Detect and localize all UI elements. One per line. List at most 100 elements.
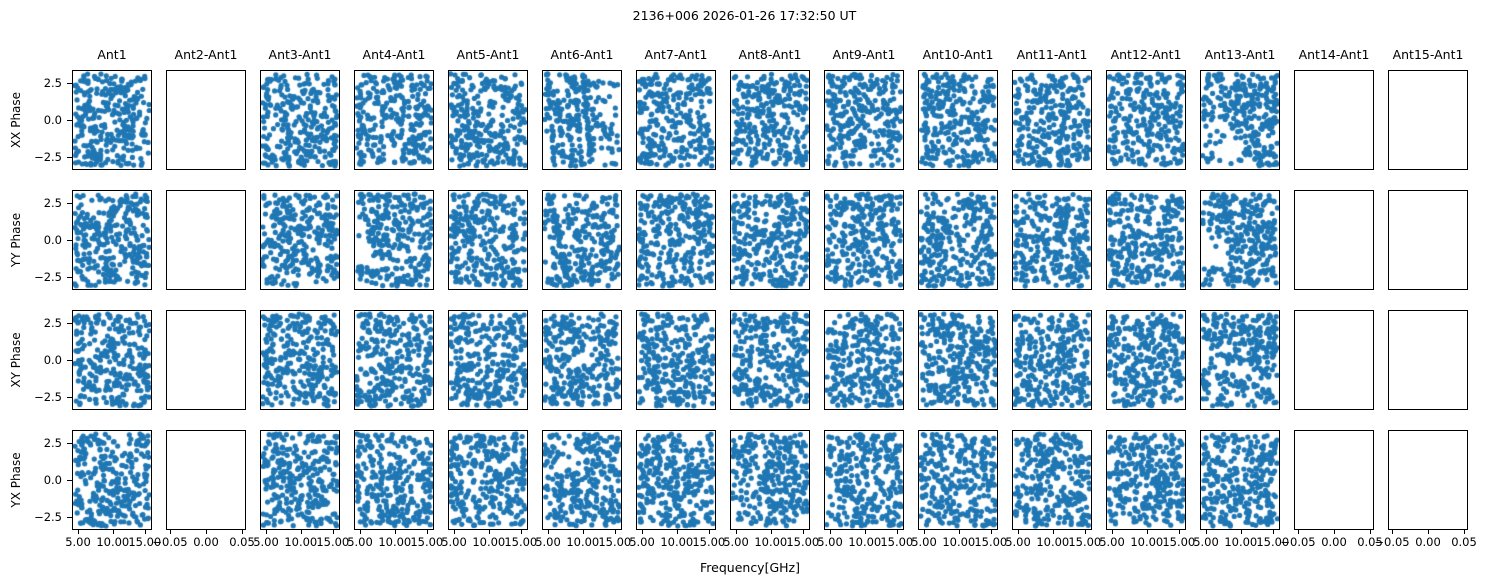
x-tick-label-ant12-ant1-2: 15.00	[1162, 535, 1196, 549]
x-tick-mark	[1178, 530, 1180, 534]
x-tick-mark	[112, 530, 114, 534]
x-tick-mark	[802, 530, 804, 534]
subplot-xy-phase-ant3-ant1	[260, 310, 340, 410]
scatter-canvas-xy-phase-ant9-ant1	[825, 311, 903, 409]
subplot-yx-phase-ant5-ant1	[448, 430, 528, 530]
column-header-ant4-ant1: Ant4-Ant1	[362, 47, 426, 62]
scatter-canvas-yx-phase-ant5-ant1	[449, 431, 527, 529]
x-tick-label-ant6-ant1-2: 15.00	[598, 535, 632, 549]
column-header-ant14-ant1: Ant14-Ant1	[1298, 47, 1370, 62]
y-tick-mark	[67, 323, 72, 324]
x-tick-mark	[896, 530, 898, 534]
y-tick-mark	[67, 203, 72, 204]
column-header-ant10-ant1: Ant10-Ant1	[922, 47, 994, 62]
y-tick-label-yx-phase-2: −2.5	[34, 510, 62, 524]
scatter-canvas-xy-phase-ant13-ant1	[1201, 311, 1279, 409]
scatter-canvas-xy-phase-ant10-ant1	[919, 311, 997, 409]
x-tick-label-ant4-ant1-1: 10.00	[378, 535, 412, 549]
x-tick-mark	[1334, 530, 1335, 534]
x-tick-mark	[1464, 530, 1465, 534]
x-tick-label-ant15-ant1-0: −0.05	[1374, 535, 1410, 549]
scatter-canvas-xy-phase-ant4-ant1	[355, 311, 433, 409]
scatter-canvas-yx-phase-ant8-ant1	[731, 431, 809, 529]
x-tick-label-ant8-ant1-0: 5.00	[723, 535, 749, 549]
scatter-canvas-yy-phase-ant13-ant1	[1201, 191, 1279, 289]
x-tick-label-ant7-ant1-1: 10.00	[660, 535, 694, 549]
x-tick-mark	[676, 530, 678, 534]
scatter-canvas-xx-phase-ant7-ant1	[637, 71, 715, 169]
subplot-xx-phase-ant4-ant1	[354, 70, 434, 170]
y-tick-label-xx-phase-2: −2.5	[34, 150, 62, 164]
x-tick-label-ant11-ant1-2: 15.00	[1068, 535, 1102, 549]
x-tick-label-ant4-ant1-2: 15.00	[410, 535, 444, 549]
x-tick-label-ant12-ant1-0: 5.00	[1099, 535, 1125, 549]
y-tick-mark	[67, 397, 72, 398]
y-tick-mark	[67, 83, 72, 84]
scatter-canvas-yy-phase-ant11-ant1	[1013, 191, 1091, 289]
subplot-xy-phase-ant5-ant1	[448, 310, 528, 410]
subplot-xx-phase-ant10-ant1	[918, 70, 998, 170]
subplot-yx-phase-ant9-ant1	[824, 430, 904, 530]
x-tick-mark	[360, 530, 361, 534]
x-tick-mark	[1206, 530, 1207, 534]
x-tick-mark	[1084, 530, 1086, 534]
x-tick-mark	[990, 530, 992, 534]
x-tick-label-ant3-ant1-2: 15.00	[316, 535, 350, 549]
column-header-ant8-ant1: Ant8-Ant1	[738, 47, 802, 62]
x-tick-mark	[332, 530, 334, 534]
x-tick-mark	[1298, 530, 1299, 534]
subplot-xx-phase-ant11-ant1	[1012, 70, 1092, 170]
subplot-yy-phase-ant3-ant1	[260, 190, 340, 290]
subplot-yx-phase-ant15-ant1	[1388, 430, 1468, 530]
scatter-canvas-yy-phase-ant4-ant1	[355, 191, 433, 289]
subplot-xx-phase-ant12-ant1	[1106, 70, 1186, 170]
scatter-canvas-xx-phase-ant4-ant1	[355, 71, 433, 169]
subplot-xy-phase-ant11-ant1	[1012, 310, 1092, 410]
y-tick-mark	[67, 157, 72, 158]
subplot-yy-phase-ant8-ant1	[730, 190, 810, 290]
subplot-yy-phase-ant14-ant1	[1294, 190, 1374, 290]
subplot-xx-phase-ant5-ant1	[448, 70, 528, 170]
x-tick-mark	[170, 530, 171, 534]
subplot-xy-phase-ant9-ant1	[824, 310, 904, 410]
x-tick-mark	[1428, 530, 1429, 534]
x-tick-label-ant15-ant1-1: 0.00	[1415, 535, 1441, 549]
x-tick-label-ant8-ant1-2: 15.00	[786, 535, 820, 549]
scatter-canvas-xy-phase-ant11-ant1	[1013, 311, 1091, 409]
scatter-canvas-yx-phase-ant4-ant1	[355, 431, 433, 529]
scatter-canvas-xy-phase-ant6-ant1	[543, 311, 621, 409]
x-tick-label-ant10-ant1-2: 15.00	[974, 535, 1008, 549]
x-tick-mark	[548, 530, 549, 534]
x-tick-mark	[520, 530, 522, 534]
subplot-xx-phase-ant2-ant1	[166, 70, 246, 170]
subplot-yy-phase-ant6-ant1	[542, 190, 622, 290]
subplot-yy-phase-ant10-ant1	[918, 190, 998, 290]
subplot-yx-phase-ant11-ant1	[1012, 430, 1092, 530]
x-tick-mark	[736, 530, 737, 534]
x-tick-label-ant1-0: 5.00	[65, 535, 91, 549]
y-tick-mark	[67, 120, 72, 121]
scatter-canvas-yy-phase-ant10-ant1	[919, 191, 997, 289]
x-tick-label-ant5-ant1-1: 10.00	[472, 535, 506, 549]
scatter-canvas-yy-phase-ant12-ant1	[1107, 191, 1185, 289]
scatter-canvas-yx-phase-ant1	[73, 431, 151, 529]
x-tick-mark	[488, 530, 490, 534]
scatter-canvas-yx-phase-ant11-ant1	[1013, 431, 1091, 529]
column-header-ant11-ant1: Ant11-Ant1	[1016, 47, 1088, 62]
column-header-ant6-ant1: Ant6-Ant1	[550, 47, 614, 62]
x-tick-label-ant11-ant1-0: 5.00	[1005, 535, 1031, 549]
y-tick-mark	[67, 240, 72, 241]
column-header-ant5-ant1: Ant5-Ant1	[456, 47, 520, 62]
subplot-xy-phase-ant4-ant1	[354, 310, 434, 410]
x-tick-label-ant13-ant1-1: 10.00	[1224, 535, 1258, 549]
x-tick-label-ant10-ant1-0: 5.00	[911, 535, 937, 549]
scatter-canvas-yy-phase-ant1	[73, 191, 151, 289]
scatter-canvas-xy-phase-ant8-ant1	[731, 311, 809, 409]
y-tick-label-yx-phase-1: 0.0	[43, 473, 62, 487]
column-header-ant2-ant1: Ant2-Ant1	[174, 47, 238, 62]
x-tick-mark	[1146, 530, 1148, 534]
subplot-yx-phase-ant1	[72, 430, 152, 530]
subplot-yy-phase-ant15-ant1	[1388, 190, 1468, 290]
x-tick-label-ant14-ant1-1: 0.00	[1321, 535, 1347, 549]
subplot-yy-phase-ant1	[72, 190, 152, 290]
